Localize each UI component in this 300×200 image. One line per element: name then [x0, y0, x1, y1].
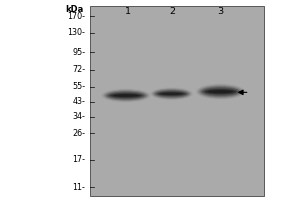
- Ellipse shape: [103, 90, 149, 101]
- Ellipse shape: [208, 90, 233, 93]
- Text: 11-: 11-: [73, 183, 85, 192]
- Ellipse shape: [198, 85, 243, 98]
- Text: kDa: kDa: [66, 5, 84, 14]
- Ellipse shape: [157, 91, 187, 97]
- Ellipse shape: [154, 90, 189, 98]
- Ellipse shape: [152, 88, 191, 99]
- Ellipse shape: [153, 89, 190, 99]
- Text: 43-: 43-: [73, 97, 85, 106]
- Text: 34-: 34-: [73, 112, 85, 121]
- Ellipse shape: [155, 90, 188, 97]
- Ellipse shape: [109, 93, 143, 99]
- Ellipse shape: [203, 88, 238, 95]
- Text: 2: 2: [169, 7, 175, 16]
- Text: 26-: 26-: [73, 129, 85, 138]
- Text: 55-: 55-: [72, 82, 86, 91]
- Bar: [90, 6, 264, 196]
- Ellipse shape: [200, 86, 241, 97]
- Ellipse shape: [104, 90, 148, 101]
- Text: 95-: 95-: [72, 48, 86, 57]
- Ellipse shape: [199, 86, 242, 98]
- Text: 17-: 17-: [73, 155, 85, 164]
- Ellipse shape: [205, 89, 236, 94]
- Text: 1: 1: [124, 7, 130, 16]
- Text: 3: 3: [218, 7, 224, 16]
- Ellipse shape: [107, 92, 145, 99]
- Ellipse shape: [202, 87, 239, 96]
- Ellipse shape: [106, 91, 146, 100]
- Text: 170-: 170-: [68, 12, 85, 21]
- Ellipse shape: [202, 88, 238, 96]
- Ellipse shape: [160, 93, 183, 95]
- Ellipse shape: [105, 90, 147, 101]
- Ellipse shape: [199, 85, 242, 98]
- Ellipse shape: [152, 89, 191, 99]
- Ellipse shape: [156, 91, 187, 97]
- Text: 130-: 130-: [68, 28, 85, 37]
- Ellipse shape: [154, 89, 189, 98]
- Ellipse shape: [110, 93, 142, 98]
- Ellipse shape: [201, 87, 240, 97]
- Ellipse shape: [158, 92, 185, 96]
- Ellipse shape: [113, 94, 139, 97]
- Text: 72-: 72-: [72, 65, 86, 74]
- Ellipse shape: [106, 91, 146, 100]
- Ellipse shape: [108, 92, 144, 99]
